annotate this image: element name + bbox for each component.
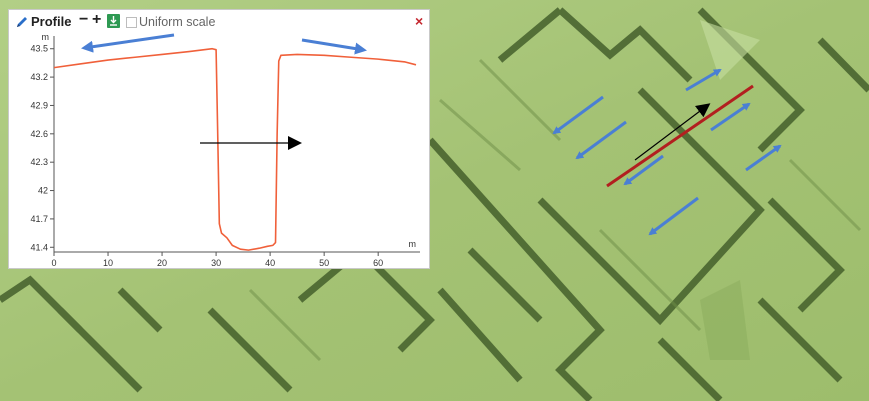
pencil-icon[interactable] <box>15 15 29 29</box>
close-button[interactable]: × <box>415 13 424 29</box>
y-tick-label: 43.5 <box>30 44 48 54</box>
terrain-ridges <box>248 58 862 362</box>
profile-chart: m m 41.4 41.7 42 42.3 42.6 42.9 43.2 43.5 0 10 20 30 4… <box>30 32 420 268</box>
y-tick-label: 42 <box>38 186 48 196</box>
zoom-out-button[interactable]: − <box>79 11 89 28</box>
x-tick-label: 40 <box>265 258 275 268</box>
x-tick-label: 20 <box>157 258 167 268</box>
x-unit-label: m <box>409 239 417 249</box>
panel-title: Profile <box>31 14 72 29</box>
uniform-scale-label: Uniform scale <box>139 15 216 29</box>
profile-panel: Profile − + Uniform scale × m m 41.4 41.7 42… <box>8 9 430 269</box>
x-tick-label: 0 <box>51 258 56 268</box>
y-tick-label: 42.6 <box>30 129 48 139</box>
x-tick-label: 30 <box>211 258 221 268</box>
uniform-scale-checkbox[interactable] <box>126 17 137 28</box>
download-icon[interactable] <box>107 14 120 28</box>
y-tick-label: 43.2 <box>30 72 48 82</box>
x-tick-label: 10 <box>103 258 113 268</box>
x-tick-label: 60 <box>373 258 383 268</box>
y-unit-label: m <box>42 32 50 42</box>
y-tick-label: 42.9 <box>30 100 48 110</box>
y-tick-label: 42.3 <box>30 157 48 167</box>
terrain-patch <box>700 20 760 80</box>
terrain-patch <box>700 280 750 360</box>
y-tick-label: 41.7 <box>30 214 48 224</box>
zoom-in-button[interactable]: + <box>92 11 102 28</box>
x-tick-label: 50 <box>319 258 329 268</box>
profile-panel-header: Profile − + Uniform scale × <box>9 10 429 34</box>
profile-line <box>53 47 417 251</box>
y-tick-label: 41.4 <box>30 242 48 252</box>
